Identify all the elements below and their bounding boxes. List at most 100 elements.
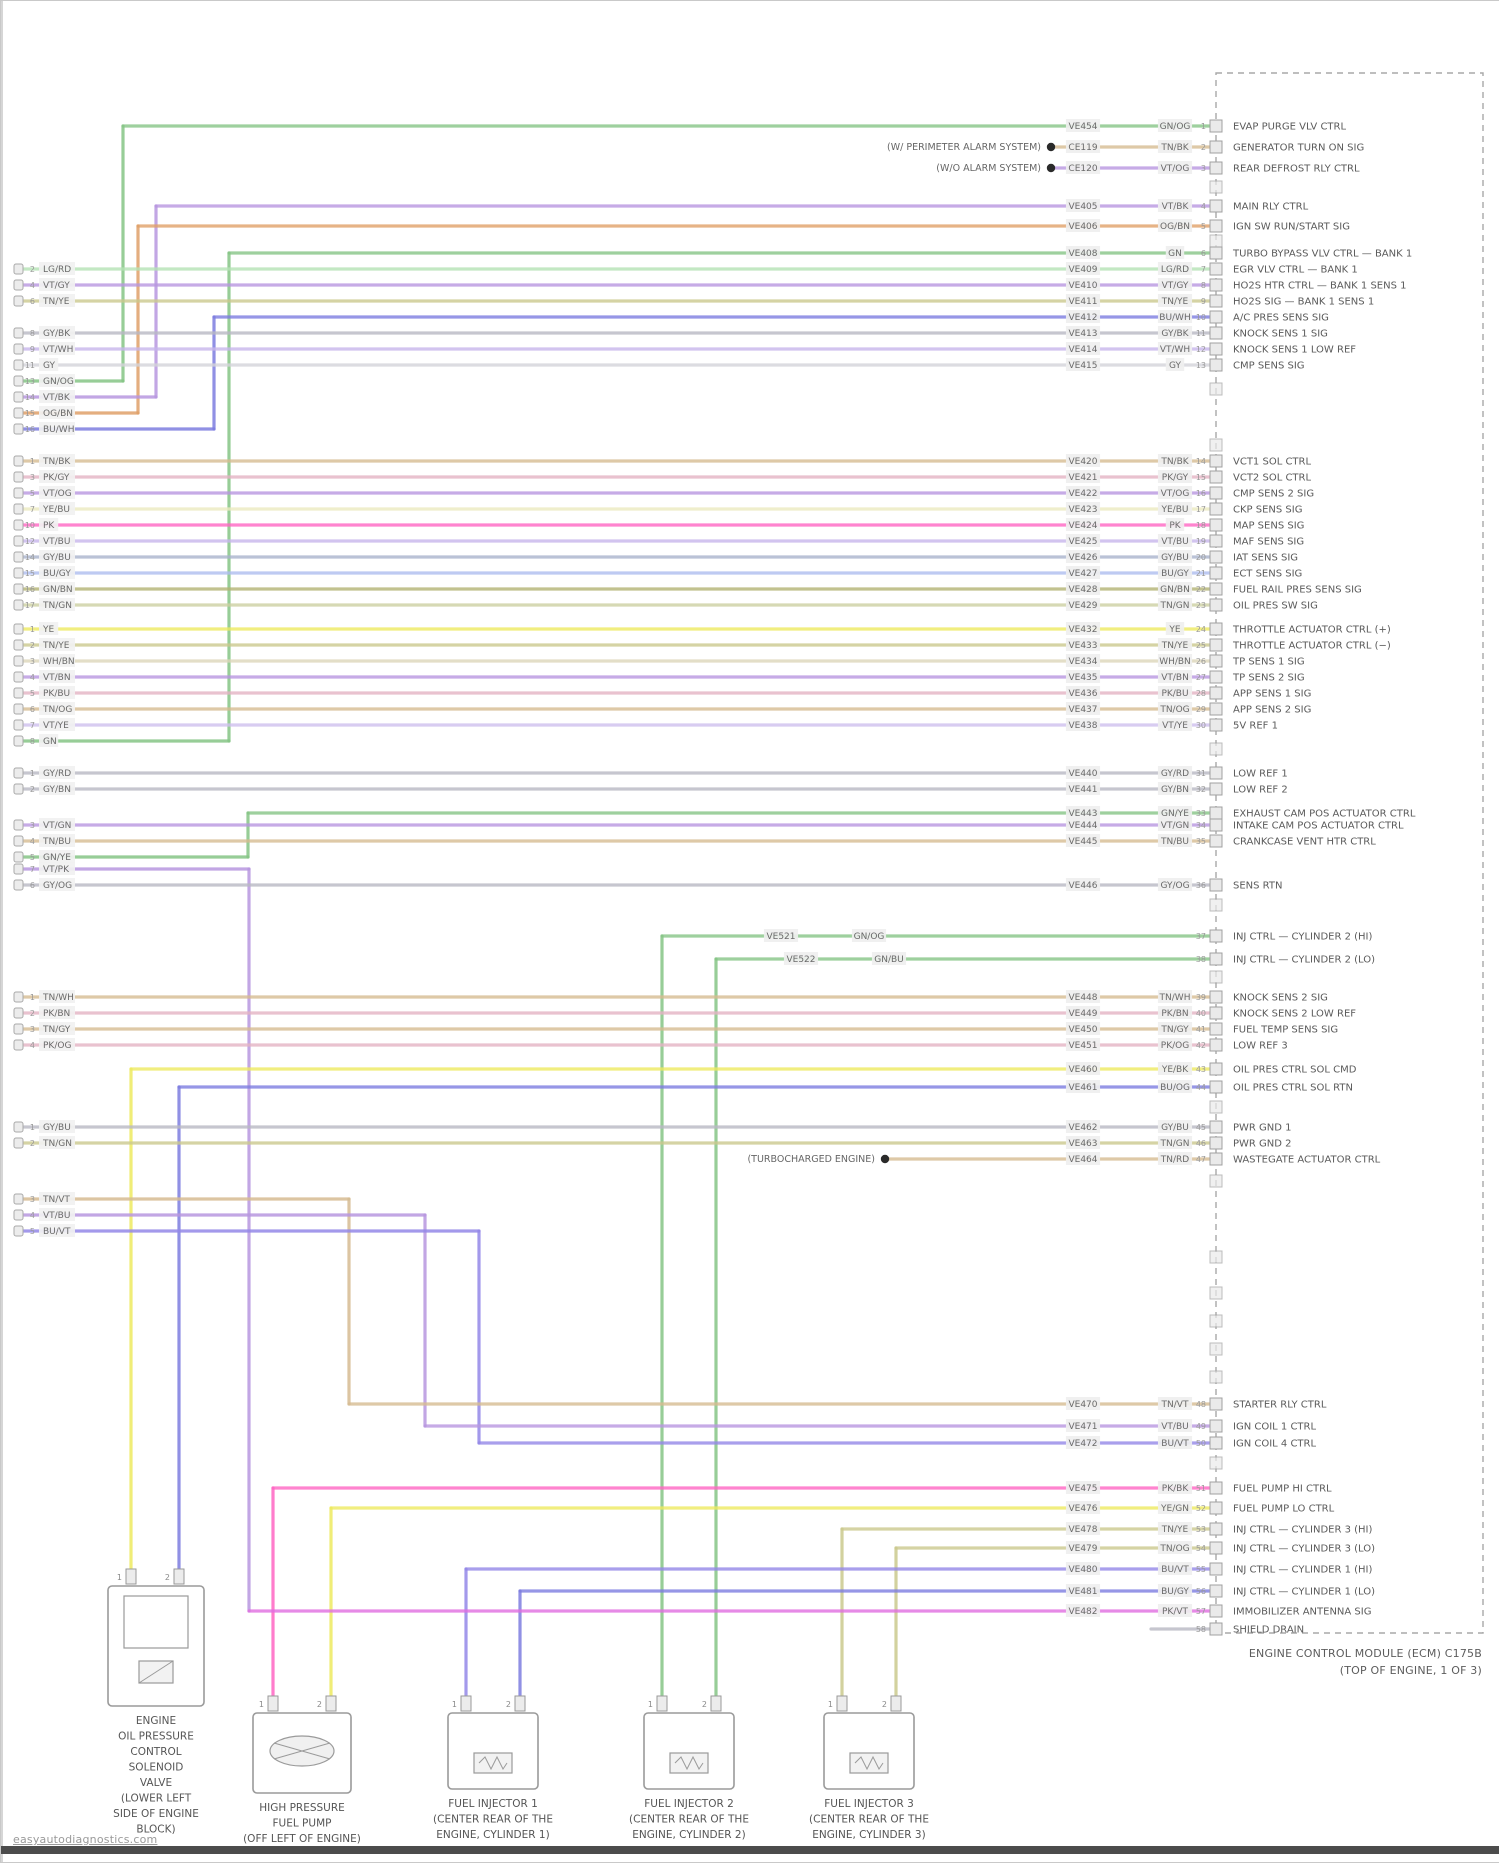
wire-color-label: VT/YE xyxy=(43,721,69,731)
ecm-pin-number: 41 xyxy=(1196,1025,1206,1034)
component-caption-line: ENGINE, CYLINDER 3) xyxy=(812,1829,925,1841)
label-backplate xyxy=(851,929,887,942)
pin-signal-label: INJ CTRL — CYLINDER 1 (LO) xyxy=(1233,1587,1375,1598)
component-caption-line: CONTROL xyxy=(130,1746,181,1758)
circuit-id-label: VE434 xyxy=(1068,657,1097,667)
wire-color-label: GN xyxy=(43,737,57,747)
label-backplate xyxy=(1065,1152,1101,1165)
ecm-pin-number: 8 xyxy=(1201,281,1206,290)
label-backplate xyxy=(933,161,1039,174)
harness-pin-tick xyxy=(13,263,24,275)
harness-pin-tick xyxy=(13,375,24,387)
connector-pin xyxy=(1209,1286,1223,1300)
label-backplate xyxy=(1157,294,1193,307)
wire-color-label: BU/GY xyxy=(1161,1587,1189,1597)
watermark-link[interactable]: easyautodiagnostics.com xyxy=(13,1833,158,1846)
pin-signal-label: TP SENS 1 SIG xyxy=(1232,657,1305,668)
left-pin-number: 5 xyxy=(30,689,35,698)
wire-color-label: PK/BK xyxy=(1162,1484,1190,1494)
pin-signal-label: CRANKCASE VENT HTR CTRL xyxy=(1233,837,1376,848)
harness-pin-tick xyxy=(13,719,24,731)
label-backplate xyxy=(1165,358,1185,371)
wire-color-label: VT/YE xyxy=(1162,721,1188,731)
label-backplate xyxy=(39,718,75,731)
circuit-id-label: VE438 xyxy=(1068,721,1097,731)
wire-color-label: BU/VT xyxy=(1161,1439,1189,1449)
label-backplate xyxy=(1165,246,1185,259)
component-pin xyxy=(460,1695,472,1712)
label-backplate xyxy=(1157,470,1193,483)
connector-pin xyxy=(1209,990,1223,1004)
label-backplate xyxy=(1065,1481,1101,1494)
circuit-id-label: VE424 xyxy=(1068,521,1097,531)
connector-pin xyxy=(1209,970,1223,984)
wire-color-label: PK/BU xyxy=(1161,689,1188,699)
wire-color-label: VT/BK xyxy=(43,393,71,403)
label-backplate xyxy=(1065,654,1101,667)
ecm-pin-number: 48 xyxy=(1196,1400,1206,1409)
pin-signal-label: THROTTLE ACTUATOR CTRL (−) xyxy=(1232,641,1391,652)
connector-pin xyxy=(1209,1562,1223,1576)
wire-color-label: YE/BU xyxy=(1161,505,1189,515)
ecm-pin-number: 44 xyxy=(1196,1083,1206,1092)
left-pin-number: 14 xyxy=(25,393,35,402)
pin-signal-label: OIL PRES SW SIG xyxy=(1233,601,1318,612)
label-backplate xyxy=(1157,1022,1193,1035)
connector-pin xyxy=(1209,1604,1223,1618)
component-pin-number: 1 xyxy=(828,1700,833,1709)
pin-signal-label: HO2S SIG — BANK 1 SENS 1 xyxy=(1233,297,1374,308)
label-backplate xyxy=(1065,1584,1101,1597)
label-backplate xyxy=(1157,119,1193,132)
harness-pin-tick xyxy=(13,391,24,403)
label-backplate xyxy=(1065,534,1101,547)
connector-pin xyxy=(1209,622,1223,636)
circuit-id-label: VE464 xyxy=(1068,1155,1097,1165)
ecm-pin-number: 2 xyxy=(1201,143,1206,152)
ecm-pin-number: 49 xyxy=(1196,1422,1206,1431)
circuit-id-label: VE443 xyxy=(1068,809,1097,819)
connector-pin xyxy=(1209,1584,1223,1598)
wire-color-label: WH/BN xyxy=(1159,657,1191,667)
circuit-id-label: VE435 xyxy=(1068,673,1097,683)
option-note: (W/O ALARM SYSTEM) xyxy=(936,163,1041,174)
label-backplate xyxy=(1157,990,1193,1003)
wire-color-label: GN/YE xyxy=(1161,809,1189,819)
harness-pin-tick xyxy=(13,671,24,683)
label-backplate xyxy=(1157,598,1193,611)
wire-color-label: PK/BN xyxy=(43,1009,70,1019)
circuit-id-label: VE475 xyxy=(1068,1484,1097,1494)
wire-color-label: TN/WH xyxy=(1159,993,1191,1003)
label-backplate xyxy=(1157,670,1193,683)
label-backplate xyxy=(1157,818,1193,831)
label-backplate xyxy=(1065,199,1101,212)
harness-pin-tick xyxy=(13,295,24,307)
ecm-pin-number: 57 xyxy=(1196,1607,1206,1616)
pin-signal-label: MAF SENS SIG xyxy=(1233,537,1304,548)
harness-pin-tick xyxy=(13,863,24,875)
label-backplate xyxy=(763,929,799,942)
circuit-id-label: VE446 xyxy=(1068,881,1097,891)
connector-pin xyxy=(1209,818,1223,832)
circuit-id-label: VE461 xyxy=(1068,1083,1097,1093)
connector-pin xyxy=(1209,382,1223,396)
left-pin-number: 2 xyxy=(30,265,35,274)
label-backplate xyxy=(1065,1022,1101,1035)
label-backplate xyxy=(39,654,75,667)
label-backplate xyxy=(39,1120,75,1133)
circuit-id-label: VE478 xyxy=(1068,1525,1097,1535)
ecm-pin-number: 24 xyxy=(1196,625,1206,634)
harness-pin-tick xyxy=(13,1121,24,1133)
connector-pin xyxy=(1209,161,1223,175)
ecm-pin-number: 40 xyxy=(1196,1009,1206,1018)
splice-dot xyxy=(1046,163,1056,173)
connector-pin xyxy=(1209,1456,1223,1470)
circuit-id-label: VE471 xyxy=(1068,1422,1097,1432)
wire-color-label: TN/OG xyxy=(1159,1544,1189,1554)
label-backplate xyxy=(885,140,1039,153)
connector-pin xyxy=(1209,1250,1223,1264)
pin-signal-label: CMP SENS SIG xyxy=(1233,361,1305,372)
label-backplate xyxy=(1157,1481,1193,1494)
left-pin-number: 17 xyxy=(25,601,35,610)
label-backplate xyxy=(39,598,75,611)
